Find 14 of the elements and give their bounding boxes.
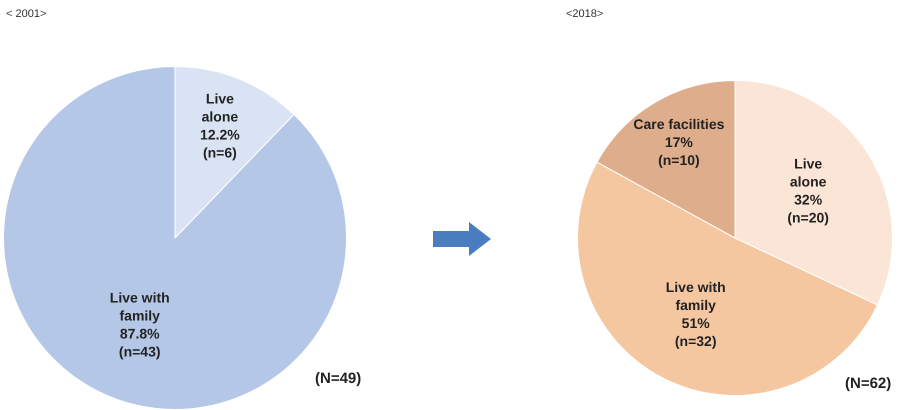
text: (N=62)	[845, 375, 892, 392]
slice-label: Live with family	[666, 279, 726, 314]
data-label: 51% (n=32)	[674, 315, 716, 350]
data-label: 12.2% (n=6)	[200, 126, 240, 161]
chart-title: < 2001>	[6, 8, 46, 20]
slice-label: Live alone	[790, 155, 827, 190]
data-label: 17% (n=10)	[658, 134, 700, 168]
text: (N=49)	[315, 370, 362, 387]
data-label: 87.8% (n=43)	[118, 325, 161, 360]
data-label: 32% (n=20)	[787, 191, 829, 226]
slice-label: Live alone	[202, 90, 238, 125]
chart-title: <2018>	[566, 8, 604, 20]
slice-label: Care facilities	[633, 116, 725, 132]
slice-label: Live with family	[110, 289, 170, 324]
